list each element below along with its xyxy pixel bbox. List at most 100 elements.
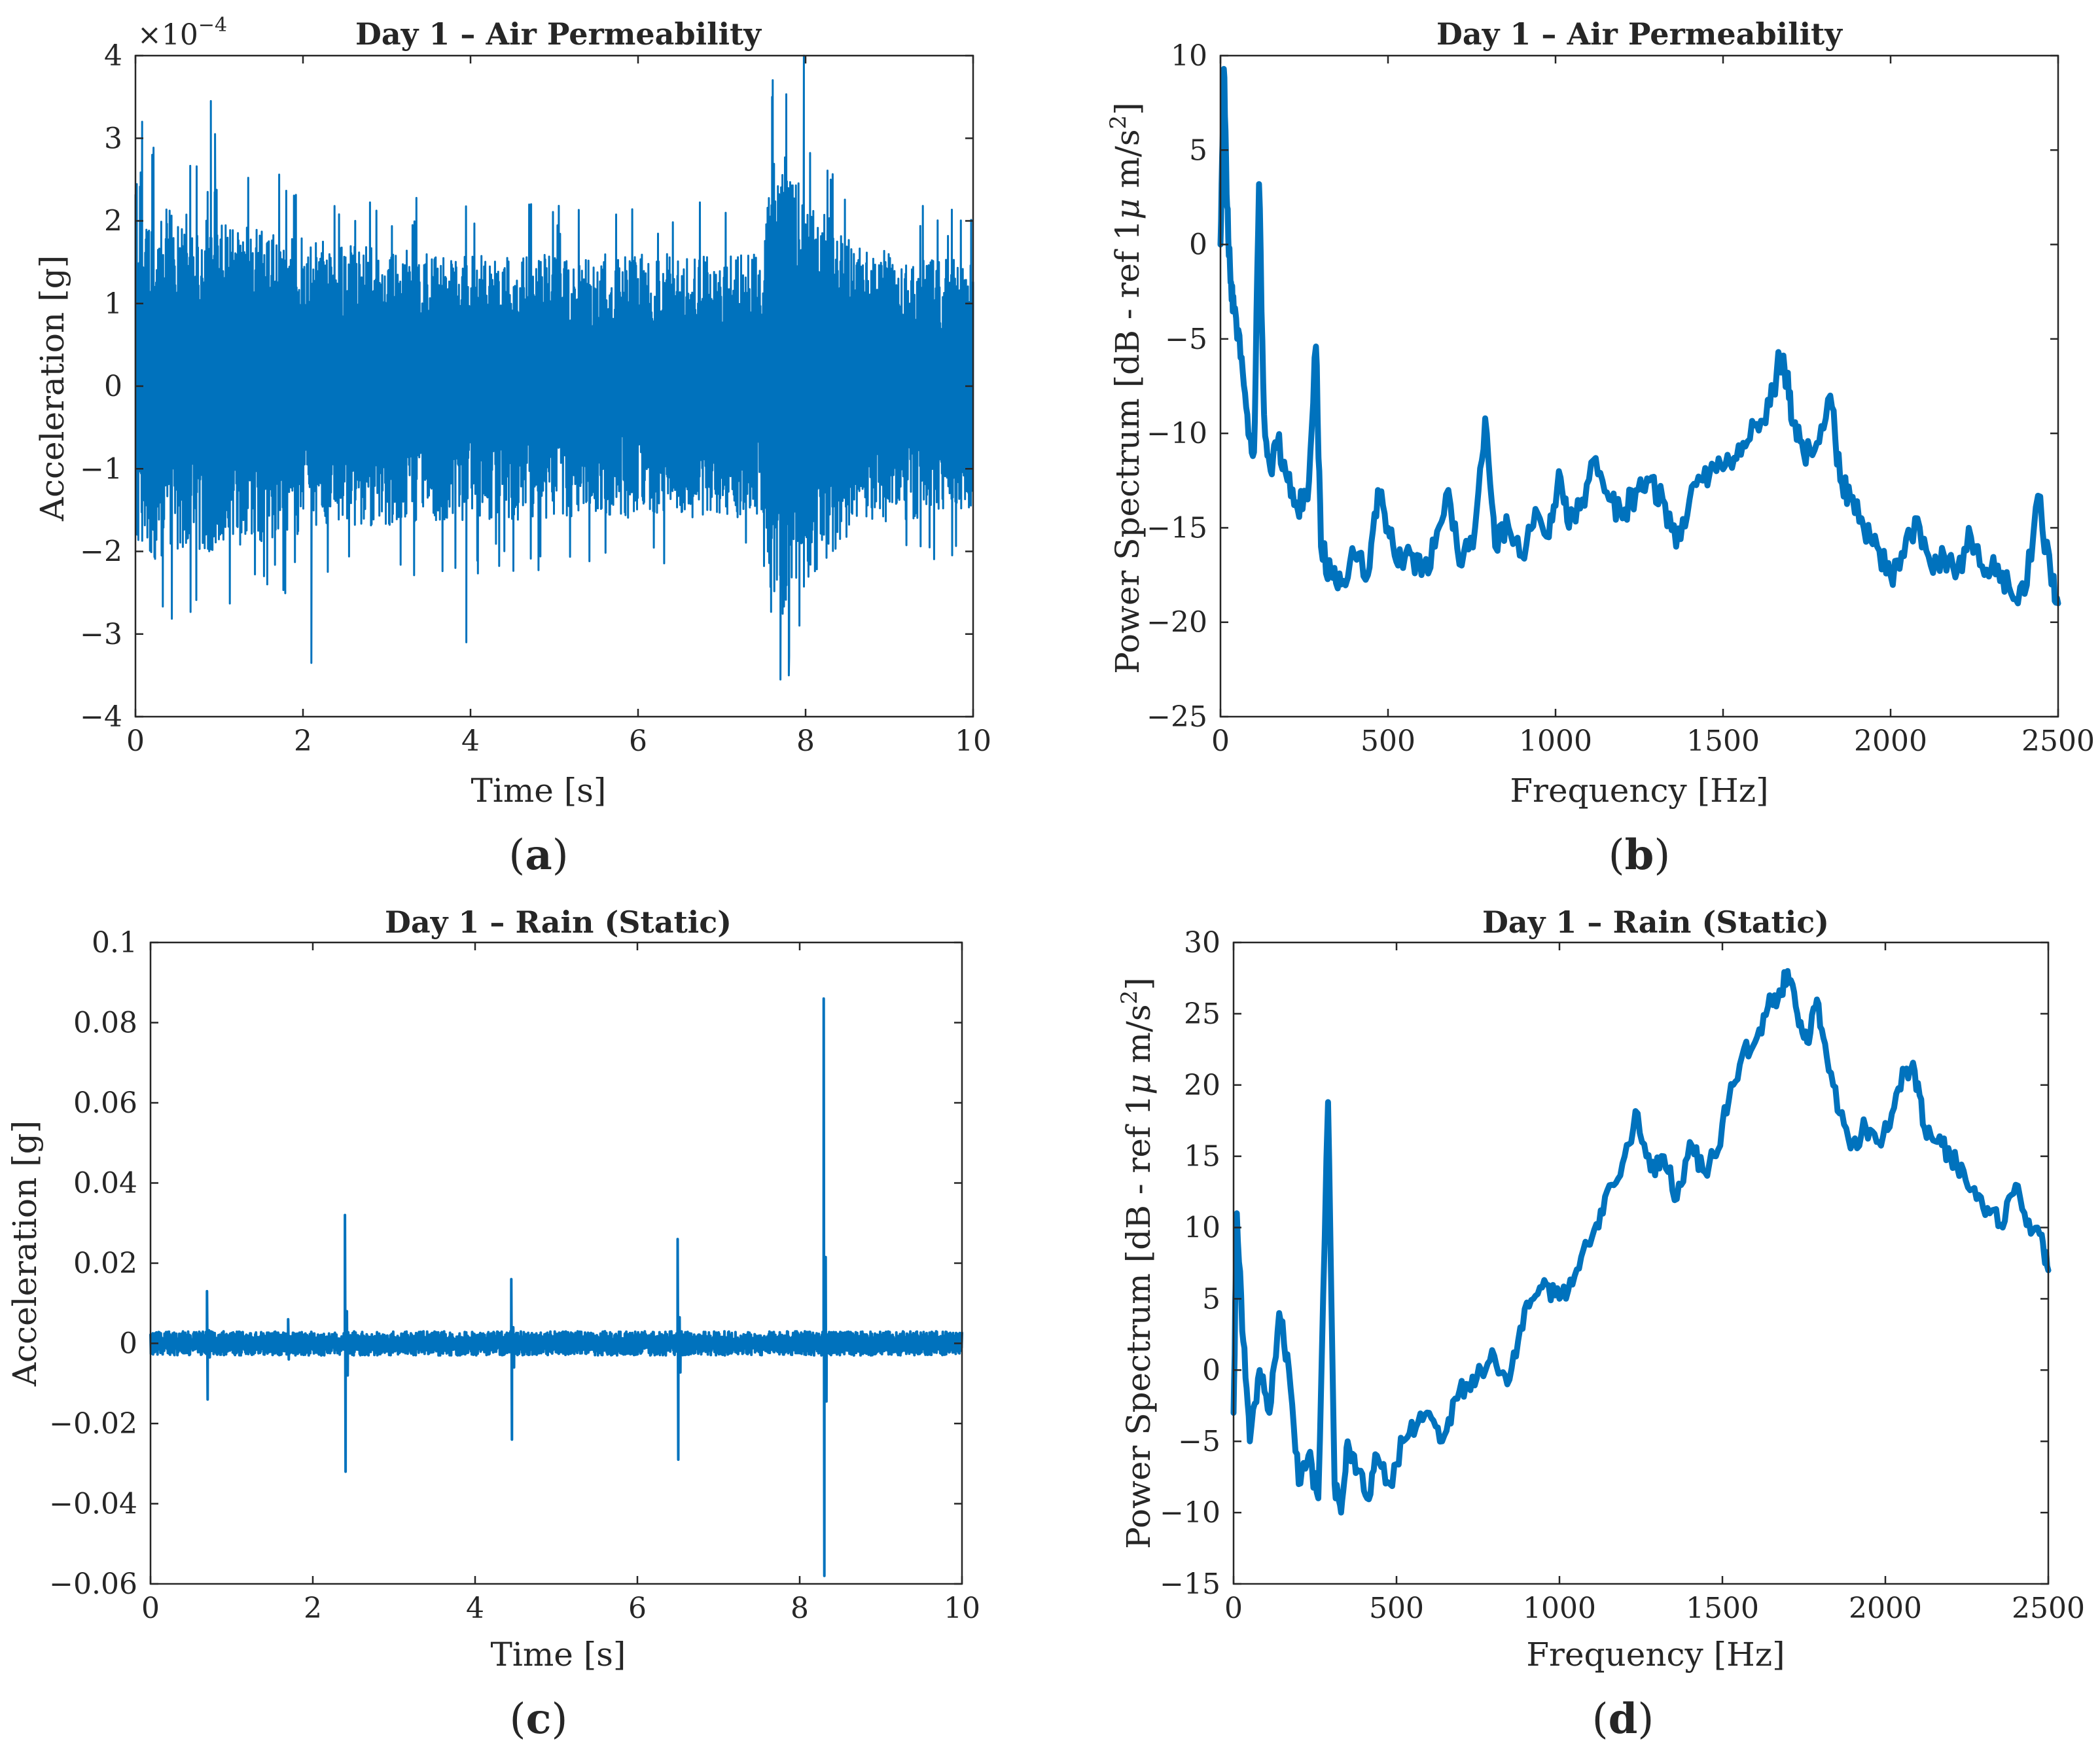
panel-b-title: Day 1 – Air Permeability bbox=[1436, 16, 1843, 52]
panel-d-y-tick-label: −10 bbox=[1160, 1496, 1220, 1530]
panel-a-label-letter: a bbox=[525, 831, 552, 880]
panel-c-y-tick-label: 0.1 bbox=[92, 926, 137, 959]
panel-a-x-tick-label: 8 bbox=[796, 725, 815, 758]
panel-c-label: (c) bbox=[510, 1694, 568, 1744]
panel-d-y-tick-label: 5 bbox=[1202, 1282, 1220, 1316]
panel-a-x-tick-label: 10 bbox=[955, 725, 991, 758]
panel-b-y-tick-label: 10 bbox=[1171, 39, 1207, 73]
panel-b-series-line bbox=[1217, 65, 2061, 607]
panel-b-x-tick-label: 0 bbox=[1211, 725, 1230, 758]
panel-a-x-tick-label: 6 bbox=[629, 725, 647, 758]
panel-b-power-spectrum-air-permeability: Day 1 – Air Permeability 0 500 1000 1500 200… bbox=[1105, 16, 2095, 880]
panel-c-x-tick-label: 4 bbox=[466, 1592, 484, 1625]
panel-a-y-tick-label: 4 bbox=[104, 39, 122, 73]
panel-b-x-axis-label: Frequency [Hz] bbox=[1510, 772, 1768, 810]
panel-a-x-axis-label: Time [s] bbox=[471, 772, 607, 810]
panel-c-y-tick-label: −0.04 bbox=[49, 1488, 137, 1521]
panel-d-y-label-unit: m/s bbox=[1120, 1004, 1158, 1073]
panel-c-y-tick-label: −0.02 bbox=[49, 1407, 137, 1441]
panel-c-axes-frame bbox=[149, 941, 963, 1585]
panel-b-y-tick-label: 0 bbox=[1189, 228, 1207, 262]
panel-d-label-letter: d bbox=[1609, 1694, 1638, 1744]
panel-d-y-tick-label: −5 bbox=[1178, 1425, 1220, 1458]
panel-d-y-label-text: Power Spectrum [dB - ref 1 bbox=[1120, 1095, 1158, 1549]
panel-b-y-label-close: ] bbox=[1109, 102, 1147, 115]
panel-c-y-tick-label: 0.04 bbox=[73, 1167, 137, 1200]
panel-b-y-tick-label: −15 bbox=[1147, 511, 1207, 545]
panel-c-plot-area: 0 2 4 6 8 10 −0.06 −0.04 −0.02 0 0.02 0.04 0.06 0.08 0… bbox=[49, 926, 980, 1625]
panel-c-y-tick-label: 0.02 bbox=[73, 1247, 137, 1280]
panel-b-label: (b) bbox=[1609, 831, 1671, 880]
panel-d-series-line bbox=[1230, 968, 2052, 1516]
panel-b-x-tick-label: 1500 bbox=[1686, 725, 1760, 758]
panel-b-y-tick-label: −10 bbox=[1147, 417, 1207, 450]
panel-d-y-tick-label: 25 bbox=[1184, 997, 1220, 1031]
panel-b-axes-frame bbox=[1219, 54, 2059, 718]
panel-b-y-tick-label: −5 bbox=[1165, 323, 1207, 356]
panel-b-y-label-mu: μ bbox=[1109, 198, 1147, 220]
panel-a-y-tick-label: 1 bbox=[104, 287, 122, 321]
panel-d-x-tick-label: 1500 bbox=[1686, 1592, 1759, 1625]
panel-a-y-tick-label: 0 bbox=[104, 370, 122, 403]
panel-b-x-tick-label: 1000 bbox=[1519, 725, 1592, 758]
panel-c-y-tick-label: 0 bbox=[119, 1327, 137, 1361]
panel-c-y-axis-label: Acceleration [g] bbox=[6, 1120, 44, 1387]
panel-c-title: Day 1 – Rain (Static) bbox=[385, 905, 732, 940]
panel-c-time-series-rain-static: Day 1 – Rain (Static) 0 2 4 6 8 10 −0.06 −0.04 −… bbox=[6, 905, 980, 1744]
panel-a-series-line bbox=[134, 54, 974, 681]
panel-b-x-tick-label: 500 bbox=[1361, 725, 1415, 758]
panel-a-x-tick-label: 0 bbox=[126, 725, 145, 758]
panel-a-plot-area: 0 2 4 6 8 10 −4 −3 −2 −1 0 1 2 3 4 bbox=[80, 39, 991, 758]
panel-d-y-tick-label: −15 bbox=[1160, 1568, 1220, 1601]
panel-d-y-tick-label: 0 bbox=[1202, 1353, 1220, 1387]
panel-b-y-tick-label: 5 bbox=[1189, 134, 1207, 167]
panel-c-y-tick-label: 0.06 bbox=[73, 1086, 137, 1120]
panel-b-y-label-sup: 2 bbox=[1105, 115, 1131, 130]
panel-d-plot-area: 0 500 1000 1500 2000 2500 −15 −10 −5 0 5 10 15 20 25 30 bbox=[1160, 926, 2085, 1625]
panel-d-label: (d) bbox=[1592, 1694, 1654, 1744]
panel-c-x-tick-label: 8 bbox=[791, 1592, 809, 1625]
panel-a-y-tick-label: −2 bbox=[80, 535, 122, 569]
panel-a-y-tick-label: 2 bbox=[104, 205, 122, 238]
panel-a-x-tick-label: 2 bbox=[294, 725, 312, 758]
panel-d-x-tick-label: 2000 bbox=[1849, 1592, 1922, 1625]
panel-b-plot-area: 0 500 1000 1500 2000 2500 −25 −20 −15 −10 −5 0 5 10 bbox=[1147, 39, 2095, 758]
panel-d-x-tick-label: 500 bbox=[1369, 1592, 1424, 1625]
panel-d-x-tick-label: 2500 bbox=[2012, 1592, 2085, 1625]
panel-d-power-spectrum-rain-static: Day 1 – Rain (Static) 0 500 1000 1500 2000 25… bbox=[1116, 905, 2085, 1744]
panel-a-y-exponent-power: −4 bbox=[198, 14, 227, 37]
panel-a-title: Day 1 – Air Permeability bbox=[355, 16, 762, 52]
panel-d-y-label-mu: μ bbox=[1120, 1073, 1158, 1095]
panel-a-y-tick-label: −1 bbox=[80, 452, 122, 486]
panel-a-time-series-air-permeability: Day 1 – Air Permeability ×10−4 0 2 4 6 8 10−4… bbox=[33, 14, 991, 880]
panel-d-y-tick-label: 15 bbox=[1184, 1140, 1220, 1174]
panel-a-y-tick-label: 3 bbox=[104, 122, 122, 155]
panel-c-y-tick-label: 0.08 bbox=[73, 1007, 137, 1040]
panel-a-x-tick-label: 4 bbox=[461, 725, 480, 758]
panel-a-y-tick-label: −3 bbox=[80, 618, 122, 651]
panel-c-x-tick-label: 10 bbox=[944, 1592, 980, 1625]
panel-d-y-tick-label: 20 bbox=[1184, 1069, 1220, 1102]
panel-c-label-letter: c bbox=[526, 1694, 552, 1744]
panel-c-x-tick-label: 2 bbox=[304, 1592, 322, 1625]
panel-d-x-tick-label: 1000 bbox=[1523, 1592, 1596, 1625]
panel-a-label: (a) bbox=[508, 831, 568, 880]
panel-d-y-tick-label: 30 bbox=[1184, 926, 1220, 959]
panel-d-y-tick-label: 10 bbox=[1184, 1211, 1220, 1245]
panel-c-series-line bbox=[149, 997, 963, 1577]
panel-d-y-label-close: ] bbox=[1120, 977, 1158, 990]
panel-b-y-label-text: Power Spectrum [dB - ref 1 bbox=[1109, 220, 1147, 674]
panel-b-x-tick-label: 2500 bbox=[2021, 725, 2095, 758]
panel-c-x-tick-label: 6 bbox=[628, 1592, 647, 1625]
panel-b-y-axis-label: Power Spectrum [dB - ref 1μ m/s2] bbox=[1105, 102, 1147, 673]
panel-d-axes-frame bbox=[1232, 941, 2050, 1585]
panel-a-y-exponent: ×10−4 bbox=[137, 14, 227, 52]
panel-d-title: Day 1 – Rain (Static) bbox=[1482, 905, 1829, 940]
panel-b-y-tick-label: −20 bbox=[1147, 606, 1207, 639]
panel-c-x-axis-label: Time [s] bbox=[491, 1636, 626, 1674]
panel-b-y-label-unit: m/s bbox=[1109, 129, 1147, 198]
panel-b-y-tick-label: −25 bbox=[1147, 700, 1207, 734]
panel-a-y-axis-label: Acceleration [g] bbox=[33, 255, 71, 522]
panel-d-y-label-sup: 2 bbox=[1116, 990, 1143, 1005]
